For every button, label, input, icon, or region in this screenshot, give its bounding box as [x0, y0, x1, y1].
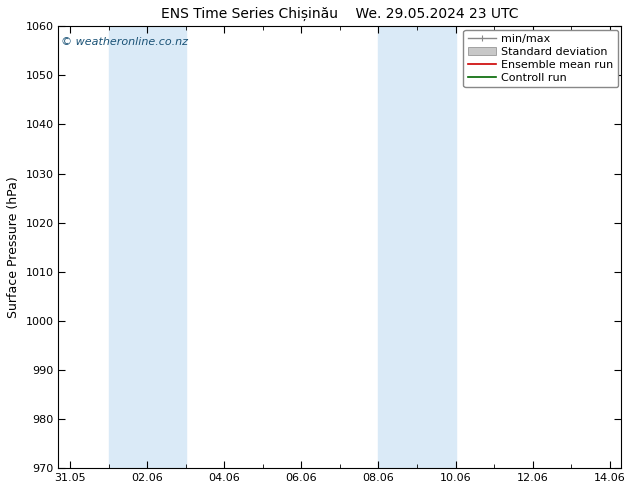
Y-axis label: Surface Pressure (hPa): Surface Pressure (hPa) [7, 176, 20, 318]
Text: © weatheronline.co.nz: © weatheronline.co.nz [61, 37, 188, 48]
Title: ENS Time Series Chișinău    We. 29.05.2024 23 UTC: ENS Time Series Chișinău We. 29.05.2024 … [161, 7, 519, 21]
Bar [378, 26, 455, 468]
Legend: min/max, Standard deviation, Ensemble mean run, Controll run: min/max, Standard deviation, Ensemble me… [463, 29, 618, 87]
Bar [108, 26, 186, 468]
